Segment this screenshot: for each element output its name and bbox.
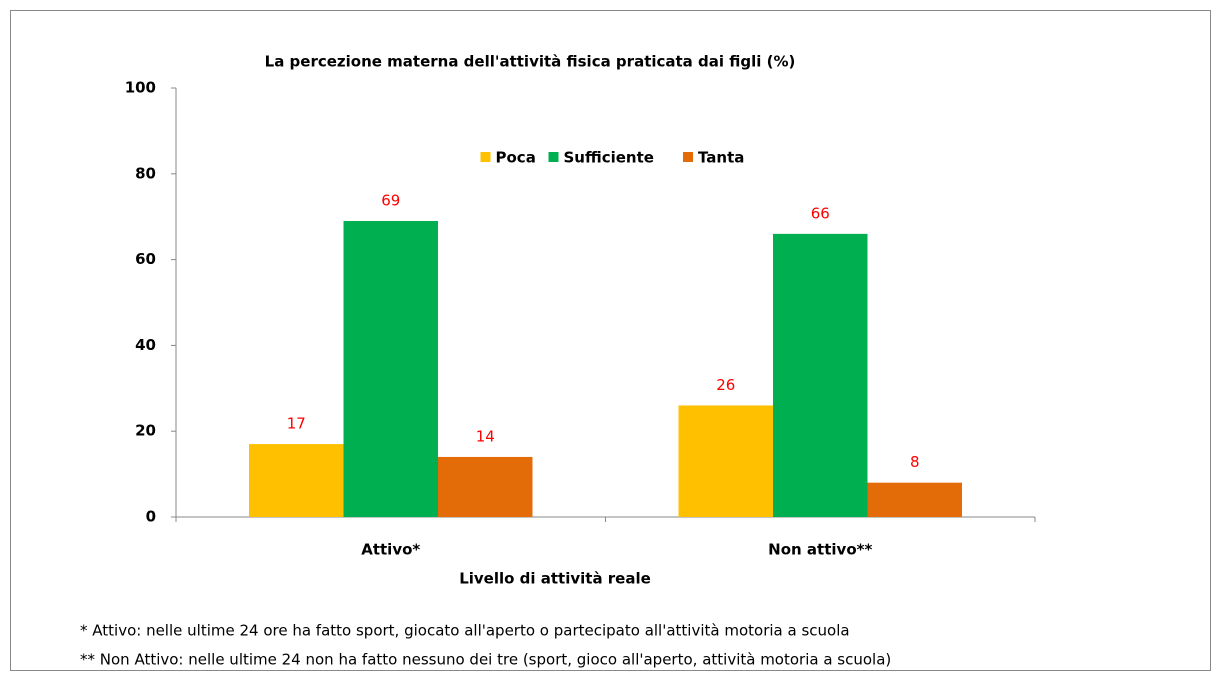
chart-title: La percezione materna dell'attività fisi…	[265, 53, 796, 71]
x-axis-label: Livello di attività reale	[459, 570, 651, 588]
y-tick-label: 20	[135, 422, 156, 440]
bar	[678, 405, 774, 517]
x-tick-label: Attivo*	[361, 541, 420, 559]
y-tick-label: 60	[135, 250, 156, 268]
value-label: 17	[287, 415, 306, 433]
annotation: ** Non Attivo: nelle ultime 24 non ha fa…	[80, 651, 891, 669]
legend-swatch	[480, 152, 491, 162]
bar	[343, 220, 438, 518]
bar	[867, 482, 962, 517]
y-tick-label: 0	[146, 508, 156, 526]
legend-swatch	[548, 152, 559, 162]
annotation: * Attivo: nelle ultime 24 ore ha fatto s…	[80, 622, 850, 640]
bar	[773, 233, 868, 518]
y-tick-label: 100	[125, 79, 156, 97]
legend-label: Sufficiente	[564, 149, 654, 167]
legend-label: Poca	[496, 149, 536, 167]
y-tick-label: 40	[135, 336, 156, 354]
bar	[437, 456, 533, 517]
value-label: 66	[811, 204, 830, 222]
value-label: 8	[910, 453, 920, 471]
legend-swatch	[683, 152, 693, 162]
bar	[249, 444, 344, 517]
legend-label: Tanta	[698, 149, 744, 167]
value-label: 26	[716, 376, 735, 394]
chart-frame	[10, 10, 1211, 671]
value-label: 14	[476, 427, 495, 445]
y-tick-label: 80	[135, 164, 156, 182]
value-label: 69	[381, 191, 400, 209]
x-tick-label: Non attivo**	[768, 541, 872, 559]
